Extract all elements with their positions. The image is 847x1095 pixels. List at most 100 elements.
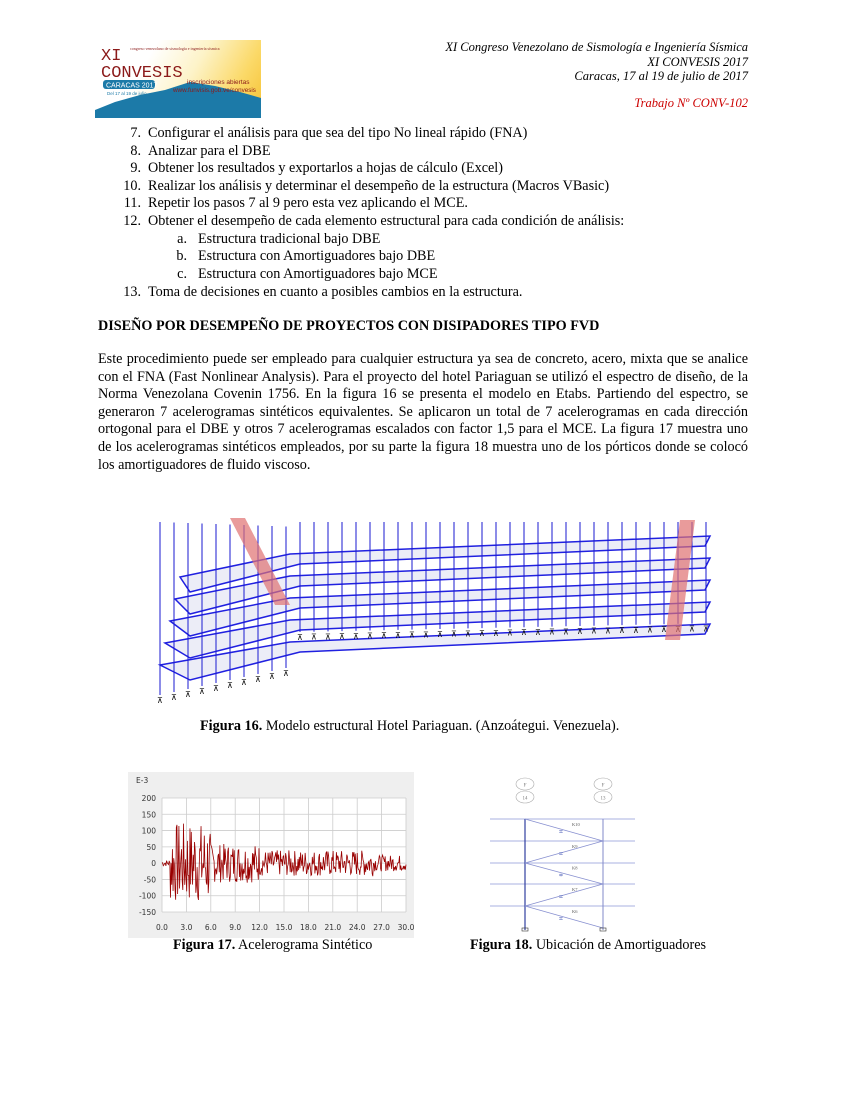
support-icon: ⊼ xyxy=(241,678,247,687)
damper-icon: ⌗ xyxy=(559,915,563,923)
item-number: 9. xyxy=(130,160,141,177)
figure-16-text: Modelo estructural Hotel Pariaguan. (Anz… xyxy=(262,718,620,734)
x-tick-label: 30.0 xyxy=(398,923,414,932)
item-text: Estructura con Amortiguadores bajo MCE xyxy=(198,265,438,282)
x-tick-label: 15.0 xyxy=(276,923,293,932)
figure-17-caption: Figura 17. Acelerograma Sintético xyxy=(173,937,372,954)
support-icon: ⊼ xyxy=(269,672,275,681)
damper-label: K8 xyxy=(572,866,578,871)
damper-brace xyxy=(524,883,604,907)
item-number: b. xyxy=(176,248,187,265)
support-icon: ⊼ xyxy=(283,669,289,678)
grid-bubble xyxy=(593,777,613,791)
y-tick-label: 0 xyxy=(151,859,156,868)
support-icon: ⊼ xyxy=(633,626,639,635)
grid-label: F xyxy=(602,784,605,789)
support-icon: ⊼ xyxy=(661,625,667,634)
item-number: 12. xyxy=(123,213,141,229)
support-icon: ⊼ xyxy=(619,626,625,635)
support-icon: ⊼ xyxy=(171,693,177,702)
damper-brace xyxy=(524,818,604,842)
figure-16-label: Figura 16. xyxy=(200,718,263,734)
support-icon: ⊼ xyxy=(689,625,695,634)
damper-brace xyxy=(230,518,290,605)
logo-title-1: XI xyxy=(101,47,121,66)
support-icon: ⊼ xyxy=(227,681,233,690)
figure-17-label: Figura 17. xyxy=(173,937,236,953)
logo-title-2: CONVESIS xyxy=(101,64,183,83)
item-text: Obtener los resultados y exportarlos a h… xyxy=(148,160,503,177)
support-icon: ⊼ xyxy=(465,629,471,638)
item-text: Estructura con Amortiguadores bajo DBE xyxy=(198,248,436,265)
damper-brace xyxy=(524,840,604,864)
support-icon: ⊼ xyxy=(395,631,401,640)
damper-brace xyxy=(524,862,604,885)
figure-18-caption: Figura 18. Ubicación de Amortiguadores xyxy=(470,937,706,954)
x-tick-label: 18.0 xyxy=(300,923,317,932)
item-number: 8. xyxy=(130,142,141,159)
floor-slab xyxy=(162,601,712,659)
header-conference: XI Congreso Venezolano de Sismología e I… xyxy=(445,40,748,54)
support-icon: ⊼ xyxy=(493,629,499,638)
y-tick-label: 150 xyxy=(142,810,157,819)
figure-18-text: Ubicación de Amortiguadores xyxy=(532,937,707,953)
item-text: Analizar para el DBE xyxy=(148,142,271,159)
support-icon: ⊼ xyxy=(591,627,597,636)
x-tick-label: 12.0 xyxy=(251,923,268,932)
item-text: Realizar los análisis y determinar el de… xyxy=(148,177,610,194)
floor-slab xyxy=(157,623,712,681)
logo-signup: inscripciones abiertas xyxy=(187,79,250,86)
damper-icon: ⌗ xyxy=(559,893,563,901)
item-number: 7. xyxy=(130,125,141,141)
floor-slab xyxy=(173,557,712,615)
support-icon: ⊼ xyxy=(311,633,317,642)
grid-bubble xyxy=(515,777,535,791)
unit-label: E-3 xyxy=(136,776,148,785)
structural-model-3d-figure: ⊼⊼⊼⊼⊼⊼⊼⊼⊼⊼⊼⊼⊼⊼⊼⊼⊼⊼⊼⊼⊼⊼⊼⊼⊼⊼⊼⊼⊼⊼⊼⊼⊼⊼⊼⊼⊼⊼⊼⊼ xyxy=(157,518,712,705)
support-icon: ⊼ xyxy=(325,632,331,641)
header-date: Caracas, 17 al 19 de julio de 2017 xyxy=(574,69,748,83)
damper-brace xyxy=(524,905,604,929)
support-icon: ⊼ xyxy=(381,631,387,640)
support-icon: ⊼ xyxy=(451,630,457,639)
item-number: a. xyxy=(177,230,187,247)
support-icon: ⊼ xyxy=(703,624,709,633)
y-tick-label: 50 xyxy=(146,843,156,852)
support-icon: ⊼ xyxy=(507,629,513,638)
header-paper-number: Trabajo Nº CONV-102 xyxy=(634,96,748,110)
damper-icon: ⌗ xyxy=(559,872,563,880)
x-tick-label: 6.0 xyxy=(205,923,217,932)
figure-16-caption: Figura 16. Modelo estructural Hotel Pari… xyxy=(200,718,619,735)
item-number: 10. xyxy=(123,177,141,194)
x-tick-label: 9.0 xyxy=(229,923,241,932)
section-heading: DISEÑO POR DESEMPEÑO DE PROYECTOS CON DI… xyxy=(98,318,600,334)
logo-subtitle: congreso venezolano de sismología e inge… xyxy=(130,46,220,51)
figure-17-text: Acelerograma Sintético xyxy=(235,937,373,953)
logo-url: www.funvisis.gob.ve/convesis xyxy=(172,87,256,94)
support-icon: ⊼ xyxy=(199,687,205,696)
support-icon: ⊼ xyxy=(213,684,219,693)
grid-label: 13 xyxy=(601,797,607,802)
support-icon: ⊼ xyxy=(577,627,583,636)
item-text: Configurar el análisis para que sea del … xyxy=(148,125,528,141)
support-icon: ⊼ xyxy=(535,628,541,637)
damper-label: K7 xyxy=(572,887,578,892)
y-tick-label: -100 xyxy=(139,892,156,901)
support-icon: ⊼ xyxy=(157,696,163,705)
floor-slab xyxy=(168,579,712,637)
y-tick-label: -150 xyxy=(139,908,156,917)
damper-icon: ⌗ xyxy=(559,828,563,836)
x-tick-label: 24.0 xyxy=(349,923,366,932)
x-tick-label: 3.0 xyxy=(180,923,192,932)
support-icon: ⊼ xyxy=(437,630,443,639)
logo-city: CARACAS 2017 xyxy=(106,83,157,90)
damper-icon: ⌗ xyxy=(559,850,563,858)
damper-label: K9 xyxy=(572,844,578,849)
x-tick-label: 0.0 xyxy=(156,923,168,932)
support-icon: ⊼ xyxy=(605,626,611,635)
support-icon: ⊼ xyxy=(409,631,415,640)
grid-label: F xyxy=(524,784,527,789)
support-icon: ⊼ xyxy=(549,628,555,637)
